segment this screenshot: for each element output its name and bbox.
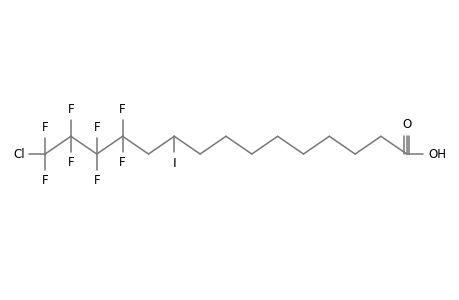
Text: Cl: Cl <box>13 148 25 160</box>
Text: F: F <box>42 174 48 187</box>
Text: F: F <box>93 174 100 187</box>
Text: I: I <box>172 157 176 170</box>
Text: F: F <box>42 121 48 134</box>
Text: F: F <box>119 157 126 169</box>
Text: F: F <box>67 103 74 116</box>
Text: O: O <box>401 118 410 131</box>
Text: F: F <box>67 157 74 169</box>
Text: F: F <box>119 103 126 116</box>
Text: OH: OH <box>428 148 446 160</box>
Text: F: F <box>93 121 100 134</box>
